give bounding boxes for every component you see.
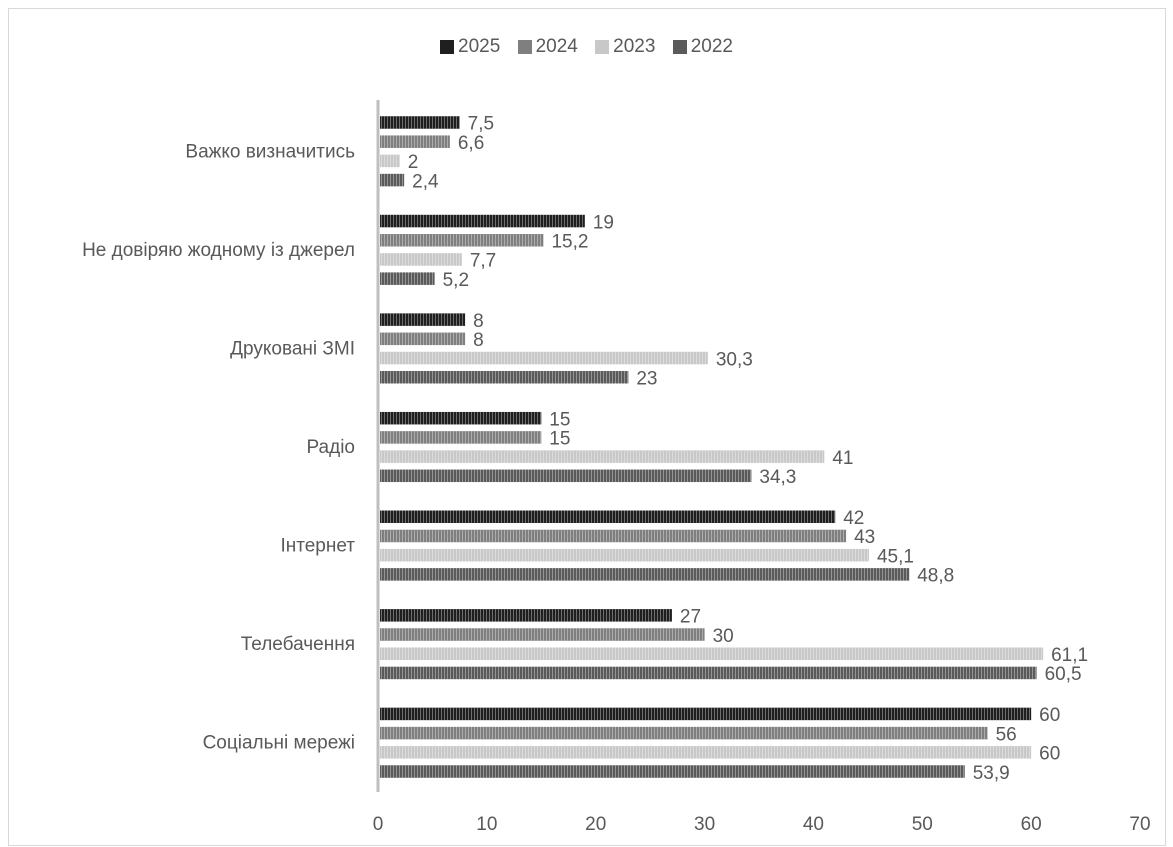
bar-texture [380,726,988,740]
legend-swatch-2022 [672,40,687,54]
data-label: 15 [549,409,570,430]
bar-texture [380,666,1037,680]
data-label: 7,5 [468,114,494,135]
data-label: 60,5 [1045,664,1082,685]
x-tick-label: 10 [476,814,497,835]
legend-item-2023: 2023 [595,36,655,58]
bar-texture [380,351,708,365]
data-label: 41 [832,448,853,469]
data-label: 56 [996,724,1017,745]
bar-texture [380,628,705,641]
bar-texture [380,746,1032,759]
bars-layer [380,116,1044,778]
bar-texture [380,234,544,247]
bar-texture [380,411,542,425]
data-label: 8 [473,330,484,351]
data-label: 53,9 [973,763,1010,784]
x-tick-label: 20 [585,814,606,835]
category-label: Друковані ЗМІ [230,338,355,359]
legend-item-2025: 2025 [440,36,500,58]
bar-texture [380,469,752,483]
bar-texture [380,568,910,581]
category-labels-layer: Соціальні мережі Телебачення Інтернет Радіо… [82,141,355,753]
data-label: 42 [843,508,864,529]
chart-legend: 2025 2024 2023 2022 [0,36,1173,60]
data-label: 2 [408,152,419,173]
data-label: 60 [1039,705,1060,726]
legend-swatch-2025 [440,40,455,54]
category-label: Не довіряю жодному із джерел [82,240,355,261]
data-label: 5,2 [443,270,469,291]
data-label: 19 [593,212,614,233]
category-label: Соціальні мережі [203,733,355,754]
bar-texture [380,510,836,524]
data-label: 60 [1039,744,1060,765]
x-axis: 0 10 20 30 40 50 60 70 [373,100,1151,835]
legend-item-2022: 2022 [672,36,733,58]
data-label: 30 [713,626,734,647]
x-tick-label: 40 [803,814,824,835]
data-label: 61,1 [1051,645,1088,666]
data-label: 2,4 [412,171,439,192]
data-label: 15,2 [551,232,588,253]
x-tick-label: 50 [912,814,933,835]
data-label: 34,3 [759,467,796,488]
data-label: 8 [473,311,484,332]
data-label: 43 [854,527,875,548]
legend-swatch-2023 [595,40,610,54]
category-label: Важко визначитись [185,141,355,162]
legend-label-2023: 2023 [613,36,656,57]
legend-swatch-2024 [517,40,532,54]
bar-texture [380,609,672,622]
bar-texture [380,253,462,266]
bar-texture [380,450,825,463]
bar-texture [380,332,466,346]
category-label: Телебачення [241,634,355,655]
bar-texture [380,370,629,384]
bar-texture [380,765,965,778]
data-label: 15 [549,429,570,450]
x-tick-label: 60 [1021,814,1042,835]
x-tick-label: 0 [373,814,384,835]
data-label: 27 [680,607,701,628]
bar-texture [380,707,1032,721]
data-label: 23 [636,368,657,389]
data-label: 45,1 [877,546,914,567]
bar-texture [380,272,435,285]
chart-frame [8,8,1166,846]
legend-label-2024: 2024 [535,36,578,57]
data-label: 30,3 [716,349,753,370]
bar-texture [380,431,542,444]
legend-label-2025: 2025 [458,36,501,57]
bar-texture [380,116,460,129]
bar-texture [380,647,1044,660]
bar-texture [380,173,405,187]
bar-texture [380,548,869,562]
bar-texture [380,135,450,148]
data-label: 7,7 [470,251,496,272]
bar-texture [380,529,847,543]
legend-label-2022: 2022 [690,36,733,57]
x-tick-label: 70 [1129,814,1150,835]
bar-texture [380,214,585,228]
bar-texture [380,313,466,326]
data-label: 48,8 [917,566,954,587]
bar-texture [380,154,400,168]
category-label: Радіо [307,437,355,458]
data-label: 6,6 [458,133,484,154]
category-label: Інтернет [280,536,355,557]
x-tick-label: 30 [694,814,715,835]
legend-item-2024: 2024 [517,36,578,58]
